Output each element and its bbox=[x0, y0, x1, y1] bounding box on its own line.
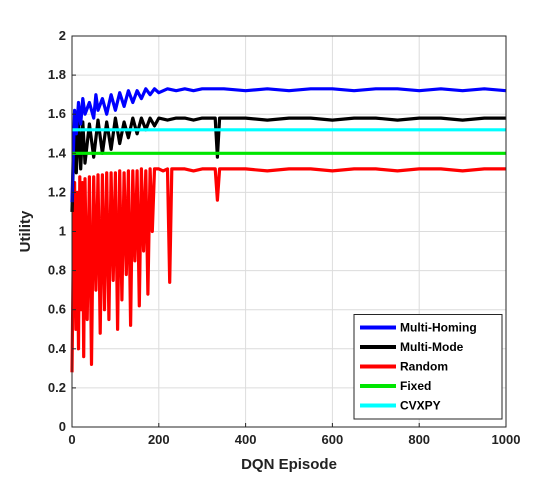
y-tick-label: 1.6 bbox=[48, 106, 66, 121]
series-line-multi-mode bbox=[70, 116, 506, 212]
axis-ticks: 0 200 400 600 800 1000 0 0.2 0.4 0.6 0.8 1 1.2 1.4 1.6… bbox=[48, 28, 521, 447]
series-lines bbox=[70, 87, 507, 373]
y-tick-label: 1.2 bbox=[48, 184, 66, 199]
legend-label: Random bbox=[400, 360, 448, 374]
legend-label: Fixed bbox=[400, 379, 431, 393]
legend-label: Multi-Mode bbox=[400, 340, 464, 354]
y-tick-label: 0.4 bbox=[48, 341, 67, 356]
legend: Multi-Homing Multi-Mode Random Fixed CVXPY bbox=[353, 314, 503, 420]
x-tick-label: 400 bbox=[235, 432, 257, 447]
legend-label: Multi-Homing bbox=[400, 321, 477, 335]
y-tick-label: 0 bbox=[59, 419, 66, 434]
series-line-multi-homing bbox=[70, 87, 507, 203]
x-tick-label: 600 bbox=[322, 432, 344, 447]
y-tick-label: 0.8 bbox=[48, 263, 66, 278]
x-tick-label: 800 bbox=[408, 432, 430, 447]
x-axis-label: DQN Episode bbox=[241, 456, 337, 473]
y-tick-label: 0.2 bbox=[48, 380, 66, 395]
x-tick-label: 1000 bbox=[492, 432, 521, 447]
y-tick-label: 1.8 bbox=[48, 67, 66, 82]
x-tick-label: 0 bbox=[68, 432, 75, 447]
y-tick-label: 1 bbox=[59, 224, 66, 239]
y-tick-label: 0.6 bbox=[48, 302, 66, 317]
series-line-random bbox=[70, 167, 506, 373]
y-tick-label: 1.4 bbox=[48, 145, 67, 160]
y-axis-label: Utility bbox=[17, 210, 34, 252]
y-tick-label: 2 bbox=[59, 28, 66, 43]
x-tick-label: 200 bbox=[148, 432, 170, 447]
legend-label: CVXPY bbox=[400, 399, 441, 413]
